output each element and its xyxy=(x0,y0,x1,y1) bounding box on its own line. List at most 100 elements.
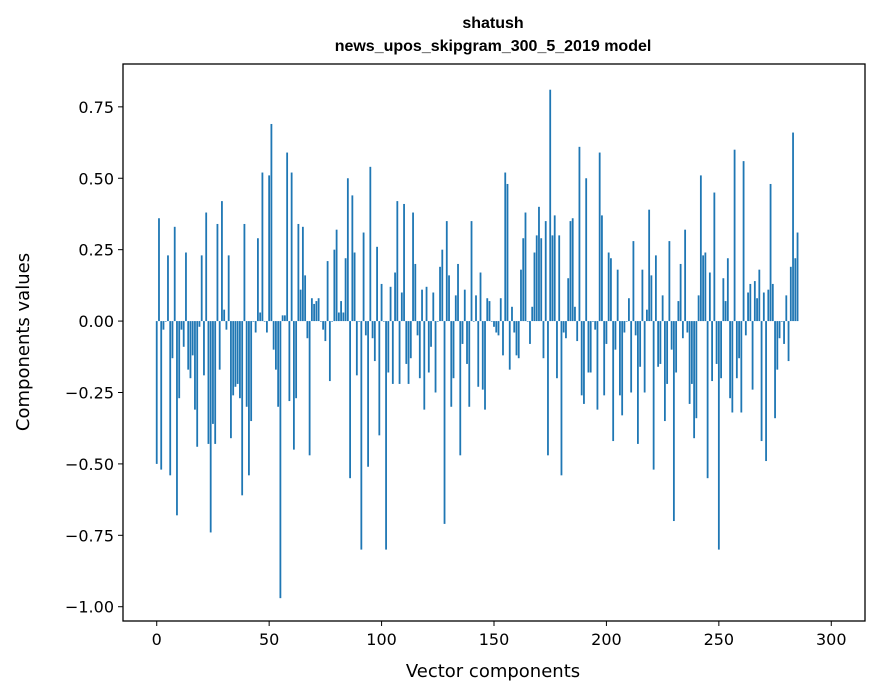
bar xyxy=(279,321,282,599)
bar xyxy=(427,321,430,373)
bar xyxy=(430,321,432,347)
bar xyxy=(641,269,644,322)
bar xyxy=(769,183,772,322)
bar xyxy=(378,321,381,436)
bar xyxy=(257,238,259,322)
bar xyxy=(441,249,444,322)
bar xyxy=(747,292,749,322)
bar xyxy=(742,161,745,322)
bar xyxy=(774,321,776,419)
bar xyxy=(520,269,522,322)
bar xyxy=(340,301,342,322)
bar xyxy=(715,321,718,364)
bar xyxy=(538,206,540,322)
bar xyxy=(212,321,214,424)
bar xyxy=(571,218,574,322)
y-tick-label: 0.25 xyxy=(78,241,114,260)
bar xyxy=(646,309,648,322)
bar xyxy=(445,221,448,322)
bar xyxy=(423,321,426,410)
bar xyxy=(290,172,293,322)
bar xyxy=(659,321,662,364)
bar xyxy=(643,321,646,393)
bar xyxy=(771,283,774,322)
bar xyxy=(567,278,570,322)
bar xyxy=(214,321,217,444)
bar xyxy=(364,321,367,336)
bar xyxy=(630,321,633,393)
bar xyxy=(675,321,678,373)
bar xyxy=(216,223,219,322)
y-tick-label: −0.75 xyxy=(65,526,114,545)
bar xyxy=(187,321,190,370)
bar xyxy=(362,232,365,322)
bar xyxy=(576,321,579,342)
bar xyxy=(209,321,212,533)
bar xyxy=(416,321,419,336)
bar xyxy=(326,261,329,322)
bar xyxy=(373,321,376,362)
bar xyxy=(443,321,446,524)
bar xyxy=(515,321,518,356)
bar xyxy=(461,321,464,344)
bar xyxy=(756,298,758,322)
bar xyxy=(218,321,221,370)
bar xyxy=(400,292,403,322)
bar xyxy=(194,321,196,410)
bar xyxy=(670,321,673,350)
bar xyxy=(371,321,374,339)
bar xyxy=(610,258,612,322)
bar xyxy=(207,321,210,444)
bar xyxy=(762,292,765,322)
bar xyxy=(650,275,653,322)
bar xyxy=(677,301,680,322)
x-tick-label: 0 xyxy=(152,630,162,649)
bar xyxy=(477,321,480,387)
bar xyxy=(252,321,255,322)
y-axis-label: Components values xyxy=(13,253,34,431)
bar xyxy=(459,321,462,456)
bar xyxy=(337,312,340,322)
bar xyxy=(319,321,322,322)
bar xyxy=(526,321,529,322)
bar xyxy=(565,321,567,339)
bar xyxy=(230,321,232,439)
bar xyxy=(695,321,698,419)
x-tick-label: 200 xyxy=(591,630,622,649)
bar xyxy=(409,321,412,359)
bar xyxy=(331,321,334,322)
bar xyxy=(328,321,331,382)
bar xyxy=(479,272,482,322)
bar xyxy=(450,321,453,407)
bar xyxy=(421,289,423,322)
bar xyxy=(396,201,399,322)
bar xyxy=(221,201,223,322)
bar xyxy=(706,321,709,479)
bar xyxy=(497,321,500,336)
bar xyxy=(412,212,414,322)
bar xyxy=(266,321,268,333)
bar xyxy=(376,246,378,322)
bar xyxy=(315,301,318,322)
y-tick-label: −0.25 xyxy=(65,383,114,402)
bar xyxy=(542,321,545,359)
bar xyxy=(248,321,250,476)
bar xyxy=(245,321,248,407)
bar xyxy=(272,321,275,350)
bar xyxy=(470,221,473,322)
bar xyxy=(403,203,405,322)
bar xyxy=(254,321,257,333)
bar xyxy=(349,321,351,479)
bar xyxy=(549,89,552,322)
bar xyxy=(778,321,781,339)
bar xyxy=(203,321,205,376)
bar xyxy=(191,321,194,356)
chart-title: shatush xyxy=(462,15,523,32)
x-tick-label: 100 xyxy=(366,630,397,649)
bar xyxy=(663,321,666,422)
bar xyxy=(708,272,711,322)
bar xyxy=(531,306,534,322)
bar xyxy=(765,321,767,462)
bar xyxy=(767,289,770,322)
bar xyxy=(407,321,410,384)
